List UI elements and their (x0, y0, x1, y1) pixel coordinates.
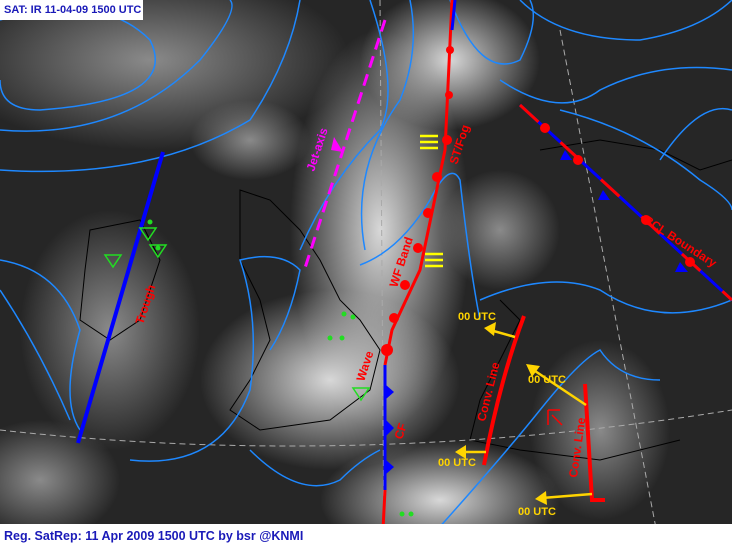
warm-front (381, 0, 454, 366)
jet-axis-line (303, 19, 387, 269)
motion-label-1: 00 UTC (458, 311, 496, 323)
coastlines (79, 139, 732, 461)
bcl-boundary (518, 103, 732, 302)
footer-caption: Reg. SatRep: 11 Apr 2009 1500 UTC by bsr… (0, 524, 732, 549)
shower-symbols (103, 219, 414, 517)
motion-label-3: 00 UTC (438, 457, 476, 469)
trough-line (76, 151, 165, 444)
convergence-lines (482, 315, 605, 502)
fog-symbols (420, 134, 443, 268)
image-title: SAT: IR 11-04-09 1500 UTC (0, 0, 143, 20)
motion-label-4: 00 UTC (518, 506, 556, 518)
motion-label-2: 00 UTC (528, 374, 566, 386)
cf-label: CF (392, 421, 410, 441)
cloud-field (0, 0, 670, 549)
motion-arrows (455, 322, 593, 505)
